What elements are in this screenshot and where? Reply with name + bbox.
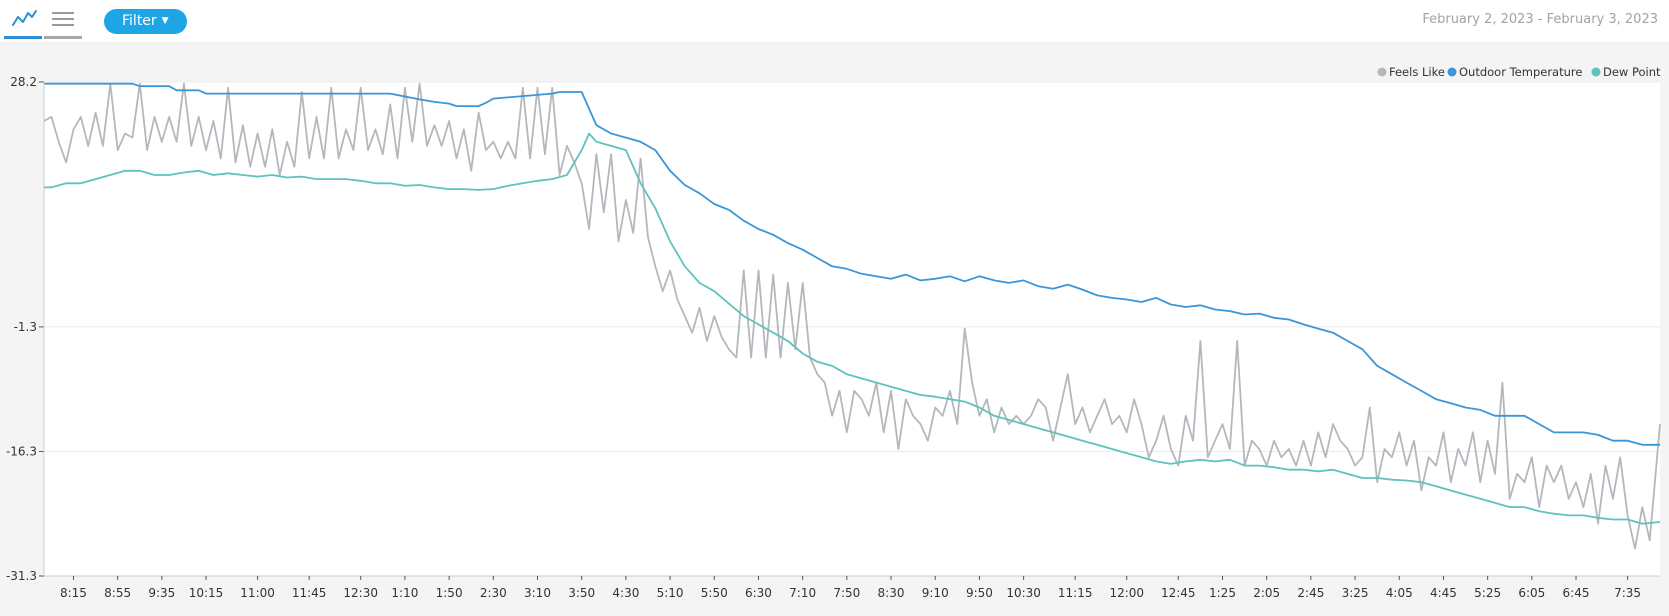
- x-tick-label: 6:30: [745, 586, 772, 600]
- list-view-button[interactable]: [44, 4, 82, 39]
- x-tick-label: 3:25: [1342, 586, 1369, 600]
- x-tick-label: 8:15: [60, 586, 87, 600]
- legend-label: Feels Like: [1389, 65, 1445, 79]
- x-tick-label: 3:50: [568, 586, 595, 600]
- x-tick-label: 2:30: [480, 586, 507, 600]
- chart-view-button[interactable]: [4, 4, 42, 39]
- x-tick-label: 12:30: [343, 586, 378, 600]
- x-tick-label: 10:30: [1006, 586, 1041, 600]
- x-tick-label: 3:10: [524, 586, 551, 600]
- series-lines: [43, 82, 1661, 550]
- plot-background: [44, 82, 1660, 576]
- list-icon: [52, 12, 74, 26]
- x-tick-label: 6:05: [1518, 586, 1545, 600]
- x-tick-label: 9:35: [148, 586, 175, 600]
- x-tick-label: 10:15: [189, 586, 224, 600]
- view-toggle: [4, 4, 82, 39]
- legend-marker: [1447, 67, 1457, 77]
- date-range-label: February 2, 2023 - February 3, 2023: [1422, 12, 1658, 27]
- legend-item-dew-point[interactable]: Dew Point: [1591, 65, 1662, 79]
- y-tick-label: -16.3: [6, 444, 37, 458]
- legend-label: Dew Point: [1603, 65, 1661, 79]
- x-tick-label: 2:45: [1297, 586, 1324, 600]
- x-tick-label: 11:45: [292, 586, 327, 600]
- x-tick-label: 12:45: [1161, 586, 1196, 600]
- dew-point-line[interactable]: [44, 132, 1661, 525]
- feels-like-line[interactable]: [43, 82, 1661, 550]
- legend-label: Outdoor Temperature: [1459, 65, 1582, 79]
- caret-down-icon: ▼: [161, 16, 169, 26]
- x-tick-label: 8:30: [878, 586, 905, 600]
- x-tick-label: 11:00: [240, 586, 275, 600]
- legend-marker: [1591, 67, 1601, 77]
- grid: [44, 81, 1660, 577]
- x-tick-label: 5:25: [1474, 586, 1501, 600]
- temperature-chart: 28.2 -1.3 -16.3 -31.3 8:15 8:55 9:35 10:15 11:00…: [6, 65, 1662, 600]
- x-tick-label: 5:50: [701, 586, 728, 600]
- x-tick-label: 9:50: [966, 586, 993, 600]
- y-tick-label: 28.2: [10, 75, 37, 89]
- outdoor-temperature-line[interactable]: [44, 82, 1660, 446]
- x-tick-label: 9:10: [922, 586, 949, 600]
- x-tick-label: 4:30: [612, 586, 639, 600]
- legend-item-feels-like[interactable]: Feels Like: [1377, 65, 1445, 79]
- legend-marker: [1377, 67, 1387, 77]
- chart-area: 28.2 -1.3 -16.3 -31.3 8:15 8:55 9:35 10:15 11:00…: [0, 42, 1669, 616]
- x-tick-label: 11:15: [1058, 586, 1093, 600]
- x-tick-label: 12:00: [1109, 586, 1144, 600]
- line-chart-icon: [12, 10, 37, 26]
- filter-button-label: Filter: [122, 13, 157, 29]
- legend[interactable]: Feels Like Outdoor Temperature Dew Point: [1377, 65, 1662, 79]
- y-tick-label: -31.3: [6, 569, 37, 583]
- axes: 28.2 -1.3 -16.3 -31.3 8:15 8:55 9:35 10:15 11:00…: [6, 75, 1660, 600]
- x-tick-label: 7:10: [789, 586, 816, 600]
- x-tick-label: 5:10: [657, 586, 684, 600]
- y-tick-label: -1.3: [14, 320, 37, 334]
- x-tick-label: 7:35: [1614, 586, 1641, 600]
- filter-button[interactable]: Filter ▼: [104, 9, 187, 34]
- x-tick-label: 4:05: [1386, 586, 1413, 600]
- legend-item-outdoor-temperature[interactable]: Outdoor Temperature: [1447, 65, 1583, 79]
- x-tick-label: 6:45: [1563, 586, 1590, 600]
- x-tick-label: 1:50: [436, 586, 463, 600]
- x-tick-label: 8:55: [104, 586, 131, 600]
- x-tick-label: 1:10: [391, 586, 418, 600]
- x-tick-label: 1:25: [1209, 586, 1236, 600]
- x-tick-label: 2:05: [1253, 586, 1280, 600]
- x-tick-label: 7:50: [833, 586, 860, 600]
- x-tick-label: 4:45: [1430, 586, 1457, 600]
- toolbar: Filter ▼ February 2, 2023 - February 3, 2…: [0, 0, 1669, 42]
